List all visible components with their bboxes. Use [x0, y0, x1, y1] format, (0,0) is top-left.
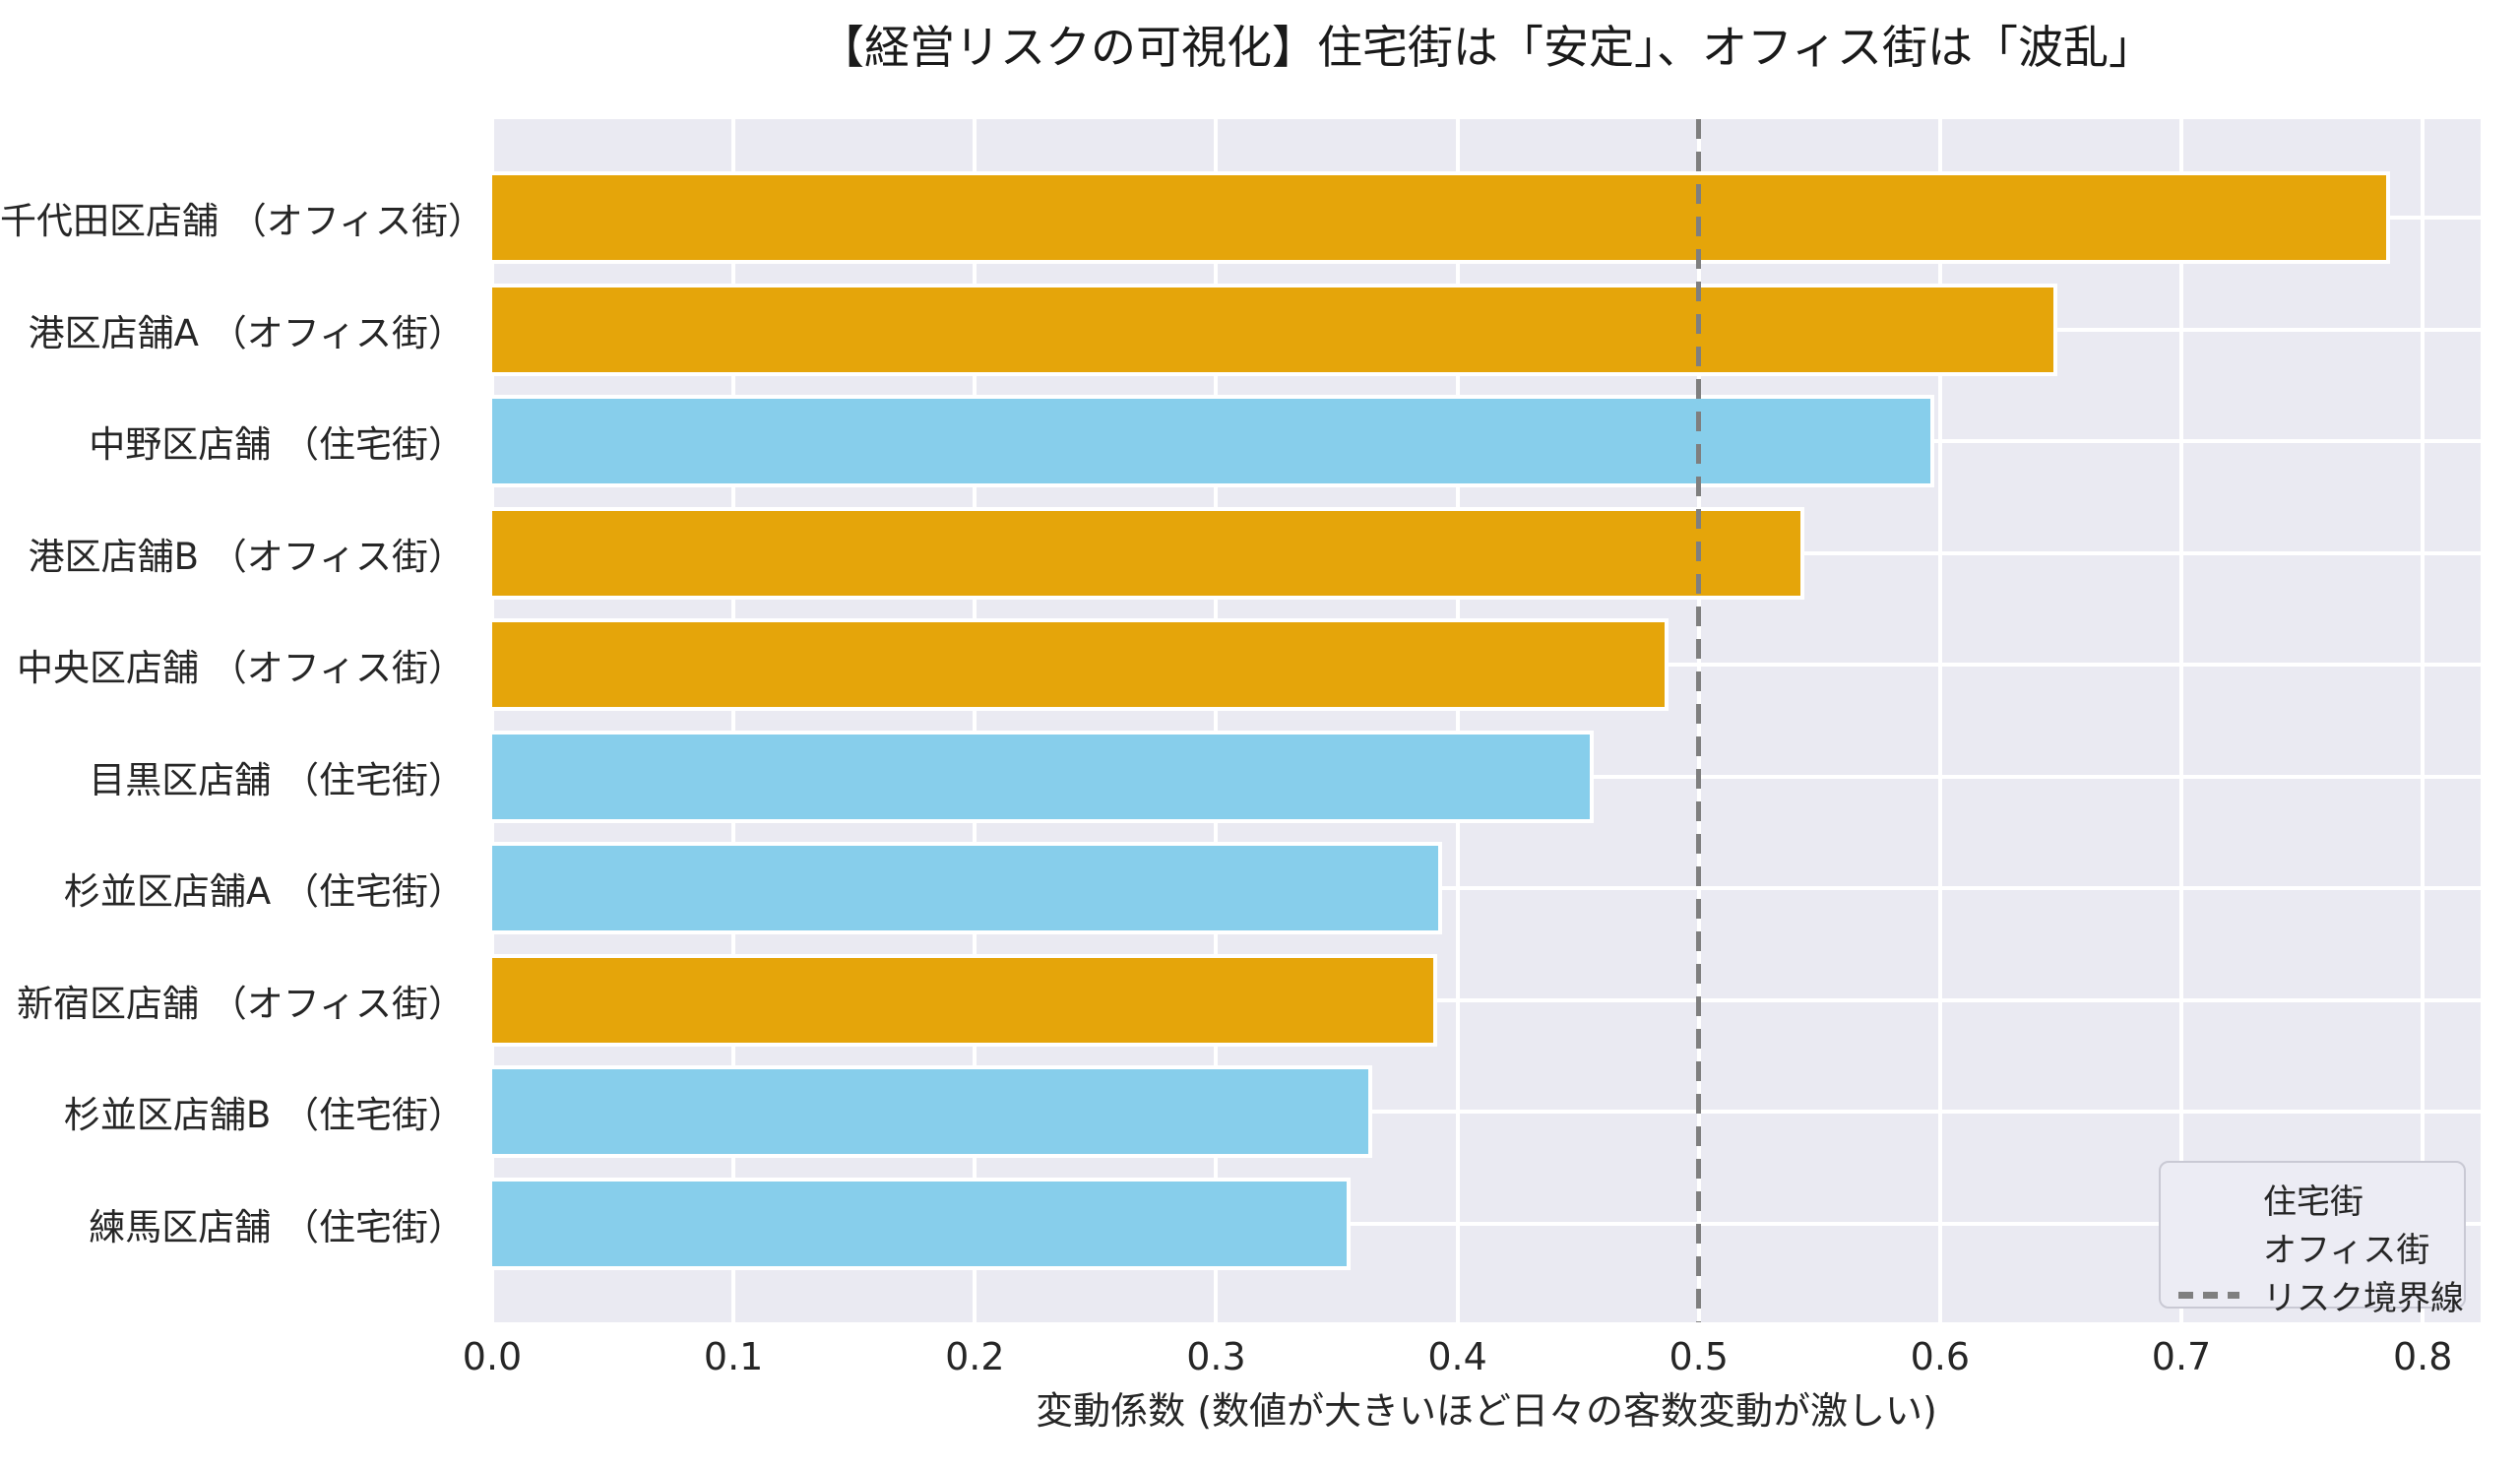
horizontal-gridline: [492, 886, 2481, 891]
vertical-gridline: [2421, 119, 2426, 1322]
residential-swatch-icon: [2178, 1183, 2239, 1214]
legend-item-office: オフィス街: [2178, 1223, 2446, 1271]
bar-5: [488, 730, 1595, 823]
horizontal-gridline: [492, 997, 2481, 1002]
legend-item-risk-boundary: リスク境界線: [2178, 1271, 2464, 1319]
y-tick-label: 中野区店舗 （住宅街）: [89, 423, 465, 467]
bar-3: [488, 506, 1804, 600]
legend-label: オフィス街: [2263, 1231, 2430, 1270]
horizontal-gridline: [492, 1110, 2481, 1115]
office-swatch-icon: [2178, 1232, 2239, 1262]
vertical-gridline: [2179, 119, 2184, 1322]
y-tick-label: 千代田区店舗 （オフィス街）: [0, 200, 485, 242]
x-tick-label: 0.4: [1427, 1335, 1487, 1378]
vertical-gridline: [490, 119, 494, 1322]
y-tick-label: 港区店舗A （オフィス街）: [28, 311, 465, 354]
bar-7: [488, 953, 1438, 1047]
x-tick-label: 0.5: [1669, 1335, 1729, 1378]
y-tick-label: 中央区店舗 （オフィス街）: [16, 647, 465, 690]
bar-1: [488, 283, 2058, 376]
bar-8: [488, 1065, 1372, 1159]
legend: 住宅街 オフィス街 リスク境界線: [2159, 1161, 2466, 1318]
dashed-line-swatch-icon: [2178, 1292, 2239, 1299]
vertical-gridline: [731, 119, 736, 1322]
y-tick-label: 目黒区店舗 （住宅街）: [89, 758, 465, 801]
x-tick-label: 0.2: [945, 1335, 1005, 1378]
y-tick-label: 杉並区店舗A （住宅街）: [63, 870, 465, 914]
y-tick-label: 新宿区店舗 （オフィス街）: [16, 982, 465, 1025]
legend-item-residential: 住宅街: [2178, 1175, 2446, 1223]
legend-label: リスク境界線: [2263, 1279, 2464, 1318]
y-tick-label: 杉並区店舗B （住宅街）: [63, 1094, 465, 1137]
x-tick-label: 0.7: [2151, 1335, 2212, 1378]
bar-6: [488, 842, 1442, 935]
y-tick-label: 港区店舗B （オフィス街）: [28, 535, 465, 578]
risk-threshold-line: [1696, 119, 1702, 1322]
x-tick-label: 0.8: [2392, 1335, 2453, 1378]
chart-title: 【経営リスクの可視化】住宅街は「安定」、オフィス街は「波乱」: [818, 21, 2155, 74]
plot-area: [488, 119, 2481, 1322]
x-tick-label: 0.3: [1186, 1335, 1246, 1378]
vertical-gridline: [973, 119, 977, 1322]
vertical-gridline: [1937, 119, 1942, 1322]
vertical-gridline: [1214, 119, 1219, 1322]
bar-0: [488, 171, 2391, 264]
horizontal-gridline: [492, 1222, 2481, 1226]
vertical-gridline: [1455, 119, 1460, 1322]
x-tick-label: 0.6: [1910, 1335, 1971, 1378]
bar-9: [488, 1178, 1351, 1270]
x-tick-label: 0.1: [703, 1335, 764, 1378]
x-axis-label: 変動係数 (数値が大きいほど日々の客数変動が激しい): [1036, 1389, 1937, 1433]
x-tick-label: 0.0: [462, 1335, 523, 1378]
legend-label: 住宅街: [2263, 1182, 2363, 1222]
bar-4: [488, 618, 1670, 712]
bar-2: [488, 395, 1935, 488]
y-tick-label: 練馬区店舗 （住宅街）: [89, 1206, 465, 1248]
